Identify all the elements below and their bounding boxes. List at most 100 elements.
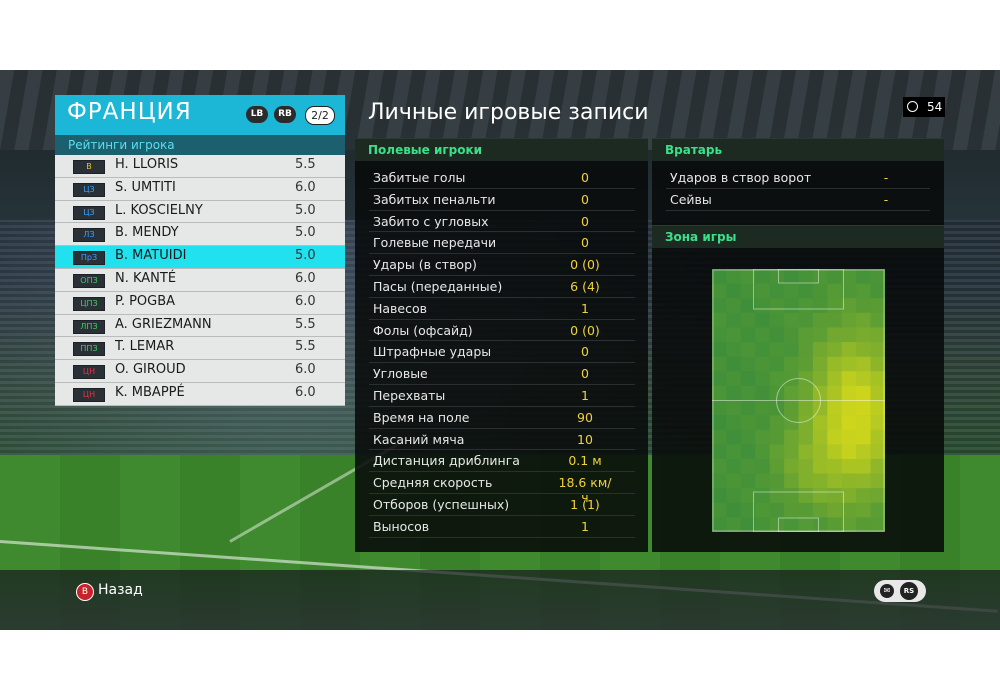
- chat-icon[interactable]: ✉: [880, 584, 894, 598]
- stat-label: Штрафные удары: [373, 344, 492, 360]
- heatmap-cell: [798, 356, 814, 372]
- heatmap-cell: [798, 517, 814, 532]
- stat-label: Забито с угловых: [373, 213, 489, 229]
- heatmap-cell: [784, 429, 799, 445]
- heatmap-cell: [740, 502, 756, 518]
- heatmap-cell: [798, 371, 814, 387]
- heatmap-cell: [870, 429, 885, 445]
- stat-value: 1 (1): [570, 497, 600, 512]
- heatmap-cell: [827, 517, 843, 532]
- heatmap-cell: [726, 269, 742, 284]
- heatmap-cell: [812, 517, 828, 532]
- stat-label: Пасы (переданные): [373, 279, 503, 294]
- stat-label: Перехваты: [373, 388, 446, 403]
- heatmap-cell: [784, 488, 799, 504]
- heatmap-cell: [784, 473, 799, 489]
- stat-value: 0: [581, 235, 589, 251]
- heatmap-cell: [726, 283, 742, 299]
- player-row[interactable]: ОПЗ N. KANTÉ 6.0: [55, 268, 345, 292]
- heatmap-cell: [769, 502, 785, 518]
- heatmap-cell: [712, 502, 727, 518]
- stat-label: Отборов (успешных): [373, 497, 510, 512]
- player-row[interactable]: ППЗ T. LEMAR 5.5: [55, 337, 345, 361]
- heatmap-cell: [726, 327, 742, 343]
- lb-button-icon[interactable]: LB: [246, 106, 268, 123]
- heatmap-cell: [740, 283, 756, 299]
- heatmap-cell: [726, 298, 742, 314]
- heatmap-cell: [827, 371, 843, 387]
- player-row[interactable]: В H. LLORIS 5.5: [55, 155, 345, 178]
- pitch-marking: [778, 517, 819, 532]
- stat-row: Штрафные удары 0: [369, 340, 635, 364]
- back-button[interactable]: Назад: [98, 582, 143, 598]
- heatmap-cell: [827, 415, 843, 431]
- heatmap-cell: [870, 415, 885, 431]
- heatmap-cell: [856, 356, 871, 372]
- player-rating: 5.0: [295, 225, 316, 241]
- player-rating: 5.5: [295, 157, 316, 172]
- player-rating: 6.0: [295, 384, 316, 400]
- heatmap-cell: [712, 312, 727, 328]
- heatmap-cell: [870, 371, 885, 387]
- heatmap-cell: [827, 488, 843, 504]
- match-timer: 54: [903, 97, 945, 117]
- stat-label: Забитые голы: [373, 170, 466, 185]
- player-row[interactable]: ПрЗ B. MATUIDI 5.0: [55, 246, 345, 269]
- heatmap-cell: [870, 327, 885, 343]
- player-row[interactable]: ЦЗ S. UMTITI 6.0: [55, 177, 345, 201]
- heatmap-cell: [740, 356, 756, 372]
- rb-button-icon[interactable]: RB: [274, 106, 296, 123]
- stat-value: 1: [581, 388, 589, 403]
- rs-button-icon[interactable]: RS: [900, 582, 918, 600]
- player-row[interactable]: ЦН K. MBAPPÉ 6.0: [55, 382, 345, 406]
- goalkeeper-header: Вратарь: [652, 138, 944, 161]
- heatmap-cell: [841, 312, 857, 328]
- heatmap-cell: [870, 283, 885, 299]
- chat-rs-control[interactable]: ✉ RS: [874, 580, 926, 602]
- heatmap-cell: [769, 298, 785, 314]
- heatmap-cell: [798, 400, 814, 416]
- heatmap-cell: [841, 502, 857, 518]
- heatmap-cell: [726, 517, 742, 532]
- heatmap-cell: [870, 385, 885, 401]
- heatmap-cell: [812, 283, 828, 299]
- heatmap-cell: [798, 298, 814, 314]
- heatmap-cell: [841, 429, 857, 445]
- heatmap-cell: [784, 371, 799, 387]
- b-button-icon[interactable]: B: [76, 583, 94, 601]
- position-badge: ЛПЗ: [73, 319, 105, 334]
- heatmap-cell: [769, 371, 785, 387]
- player-row[interactable]: ЦПЗ P. POGBA 6.0: [55, 291, 345, 315]
- heatmap-cell: [856, 298, 871, 314]
- heatmap-cell: [769, 517, 785, 532]
- stat-row: Пасы (переданные) 6 (4): [369, 275, 635, 298]
- heatmap-cell: [755, 415, 770, 431]
- heatmap-cell: [798, 342, 814, 357]
- player-row[interactable]: ЦН O. GIROUD 6.0: [55, 360, 345, 383]
- heatmap-cell: [740, 342, 756, 357]
- heatmap-cell: [755, 283, 770, 299]
- heatmap-cell: [784, 312, 799, 328]
- player-row[interactable]: ЦЗ L. KOSCIELNY 5.0: [55, 200, 345, 224]
- heatmap-cell: [827, 342, 843, 357]
- player-row[interactable]: ЛЗ B. MENDY 5.0: [55, 223, 345, 247]
- heatmap-cell: [798, 429, 814, 445]
- stat-label: Навесов: [373, 300, 428, 316]
- heatmap-cell: [712, 473, 727, 489]
- heatmap-cell: [784, 517, 799, 532]
- stat-row: Забитых пенальти 0: [369, 188, 635, 211]
- heatmap-cell: [841, 342, 857, 357]
- heatmap-cell: [726, 458, 742, 474]
- player-rating: 5.0: [295, 202, 316, 218]
- heatmap-cell: [841, 385, 857, 401]
- heatmap-cell: [870, 400, 885, 416]
- heatmap-cell: [726, 385, 742, 401]
- heatmap-cell: [769, 385, 785, 401]
- heatmap-cell: [841, 327, 857, 343]
- player-row[interactable]: ЛПЗ A. GRIEZMANN 5.5: [55, 314, 345, 338]
- heatmap-cell: [856, 269, 871, 284]
- heatmap-cell: [784, 444, 799, 460]
- heatmap-cell: [827, 400, 843, 416]
- pitch-marking: [753, 491, 844, 532]
- heatmap-cell: [784, 298, 799, 314]
